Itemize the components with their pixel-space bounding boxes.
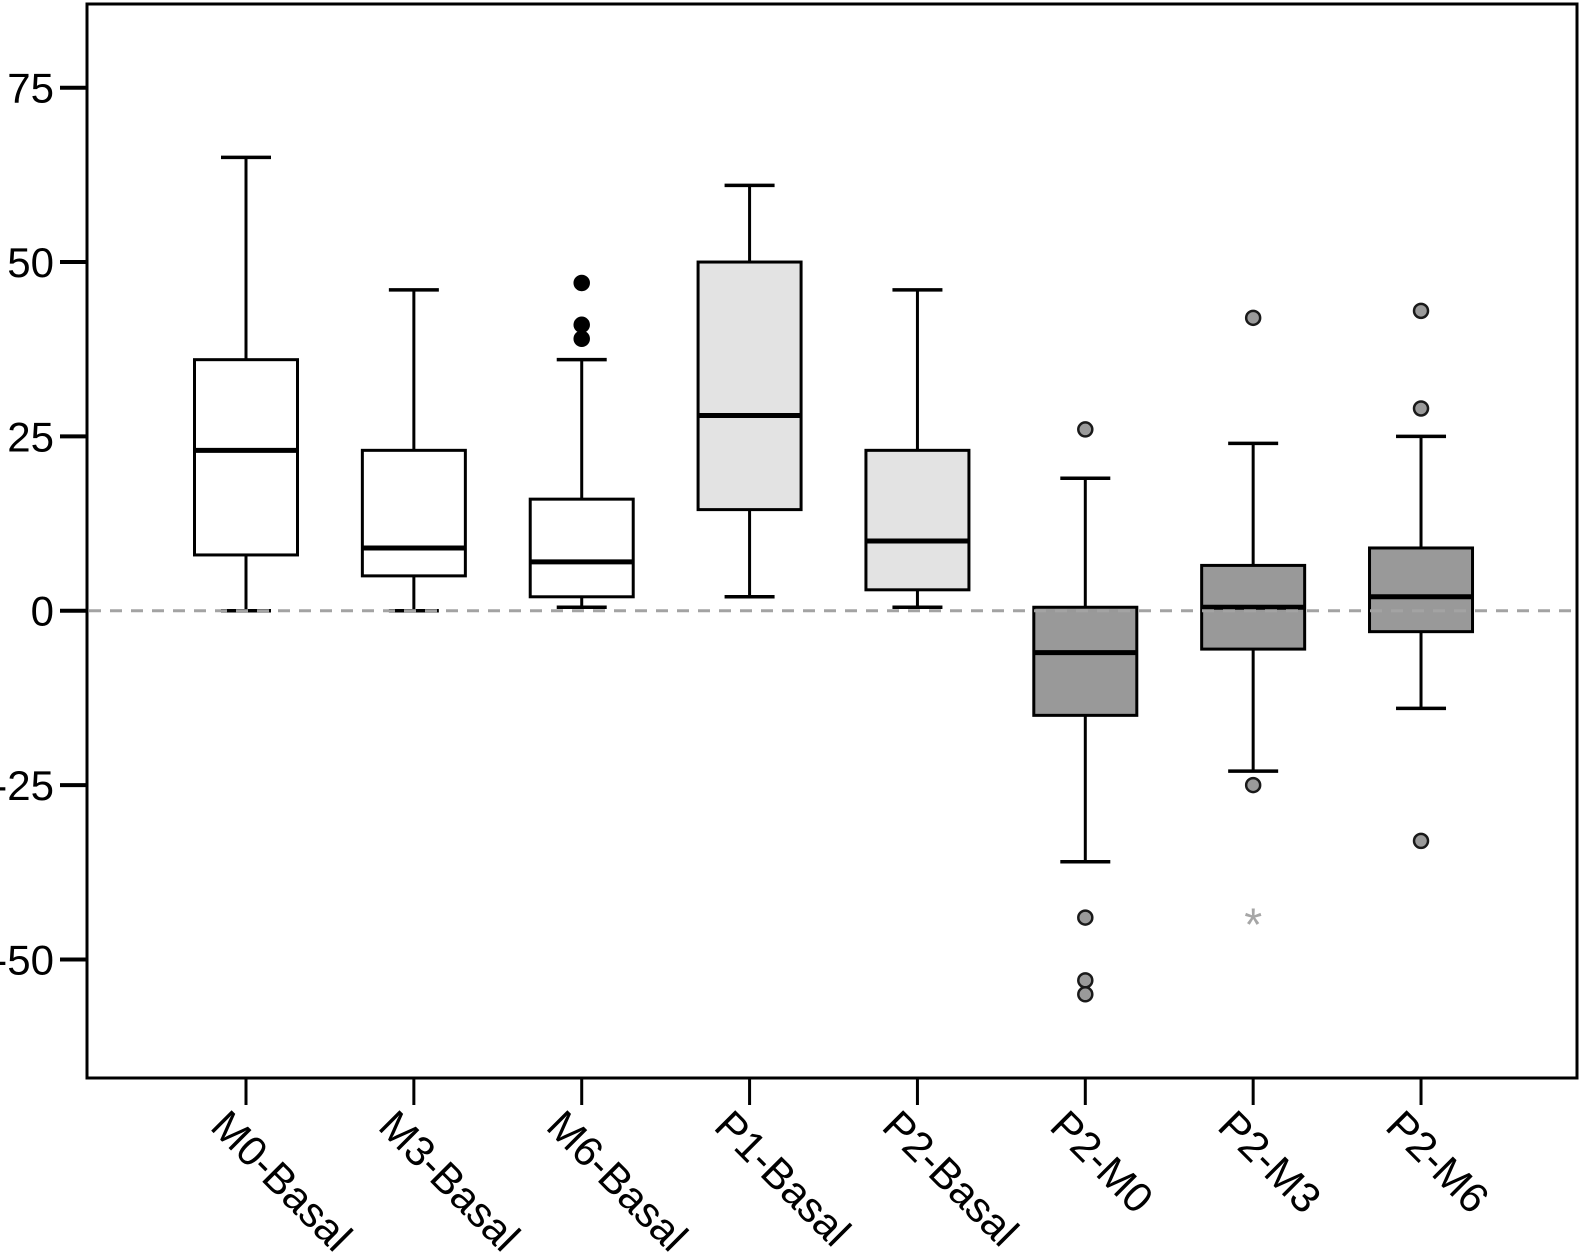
x-tick-label: P2-Basal (874, 1101, 1028, 1255)
outlier-point-P2-M6 (1412, 302, 1430, 320)
outlier-point-P2-M0 (1077, 986, 1094, 1003)
outlier-point-P2-M3 (1244, 309, 1262, 327)
outlier-point-P2-M0 (1077, 972, 1094, 989)
y-tick-label: -50 (0, 936, 54, 983)
box-P2-Basal (864, 448, 971, 592)
box-P2-M0 (1032, 605, 1139, 717)
outlier-point-M6-Basal (573, 274, 590, 292)
y-tick-label: 50 (7, 239, 54, 286)
extreme-outlier-point-P2-M3: * (1244, 899, 1262, 951)
outlier-point-P2-M0 (1077, 421, 1094, 438)
plot-border (85, 2, 1579, 1080)
outlier-point-M6-Basal (573, 330, 590, 348)
x-tick-label: M0-Basal (202, 1101, 361, 1258)
box-P2-M6 (1368, 546, 1475, 634)
y-tick-label: -25 (0, 762, 54, 809)
y-tick-label: 25 (7, 413, 54, 460)
box-M6-Basal (528, 497, 635, 599)
x-tick-label: M3-Basal (370, 1101, 529, 1258)
outlier-point-P2-M6 (1412, 400, 1430, 417)
x-tick-label: P2-M3 (1210, 1101, 1331, 1222)
outlier-point-P2-M3 (1244, 776, 1262, 794)
outlier-point-M6-Basal (573, 316, 590, 334)
x-tick-label: M6-Basal (538, 1101, 697, 1258)
outlier-point-P2-M0 (1077, 909, 1094, 926)
y-tick-label: 75 (7, 65, 54, 112)
box-P1-Basal (696, 260, 803, 512)
box-M3-Basal (360, 448, 467, 578)
y-tick-label: 0 (31, 588, 54, 635)
x-tick-label: P1-Basal (706, 1101, 860, 1255)
x-tick-label: P2-M0 (1042, 1101, 1163, 1222)
x-tick-label: P2-M6 (1377, 1101, 1498, 1222)
box-M0-Basal (193, 358, 299, 557)
outlier-point-P2-M6 (1412, 832, 1430, 850)
